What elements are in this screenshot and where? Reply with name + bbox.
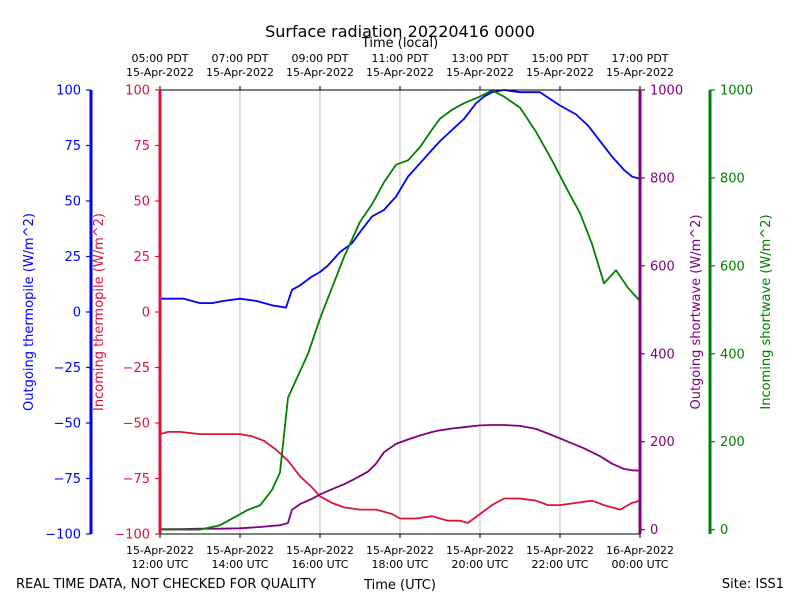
outgoing-thermopile-tick-label: −75 [54,472,81,487]
x-tick-label-top-date: 15-Apr-2022 [606,66,674,79]
x-tick-label-top-date: 15-Apr-2022 [366,66,434,79]
outgoing-shortwave-tick-label: 200 [650,435,675,450]
x-tick-label-bottom-time: 14:00 UTC [211,558,268,571]
outgoing-shortwave-tick-label: 400 [650,347,675,362]
outgoing-shortwave-tick-label: 0 [650,523,658,538]
x-tick-label-bottom-time: 18:00 UTC [371,558,428,571]
series-layer [159,89,641,531]
quality-disclaimer: REAL TIME DATA, NOT CHECKED FOR QUALITY [16,577,316,592]
series-line-outgoing-thermopile [160,89,641,309]
incoming-shortwave-tick-label: 600 [720,259,745,274]
grid-layer [239,90,561,534]
x-tick-label-top-date: 15-Apr-2022 [206,66,274,79]
x-tick-label-bottom-time: 22:00 UTC [531,558,588,571]
outgoing-shortwave-tick-label: 1000 [650,84,683,99]
incoming-shortwave-tick-label: 1000 [720,84,753,99]
outgoing-thermopile-tick-label: 100 [56,84,81,99]
incoming-shortwave-axis-label: Incoming shortwave (W/m^2) [759,214,774,409]
series-line-outgoing-shortwave [160,424,641,531]
incoming-shortwave-tick-label: 200 [720,435,745,450]
x-tick-label-bottom-date: 15-Apr-2022 [206,544,274,557]
series-line-incoming-shortwave [160,89,641,531]
outgoing-thermopile-tick-label: 75 [64,139,81,154]
x-tick-label-bottom-date: 15-Apr-2022 [446,544,514,557]
x-tick-label-bottom-time: 00:00 UTC [611,558,668,571]
incoming-thermopile-tick-label: −50 [123,417,150,432]
x-tick-label-bottom-date: 16-Apr-2022 [606,544,674,557]
x-tick-label-bottom-date: 15-Apr-2022 [286,544,354,557]
outgoing-thermopile-axis-label: Outgoing thermopile (W/m^2) [22,213,37,411]
incoming-thermopile-tick-label: 100 [125,84,150,99]
outgoing-thermopile-tick-label: −25 [54,361,81,376]
x-tick-label-top-date: 15-Apr-2022 [126,66,194,79]
outgoing-thermopile-tick-label: 50 [64,195,81,210]
outgoing-shortwave-tick-label: 600 [650,259,675,274]
incoming-thermopile-tick-label: 50 [133,195,150,210]
incoming-shortwave-tick-label: 0 [720,523,728,538]
incoming-shortwave-tick-label: 400 [720,347,745,362]
outgoing-thermopile-tick-label: −50 [54,417,81,432]
x-tick-label-top-time: 09:00 PDT [291,52,348,65]
outgoing-thermopile-tick-label: 0 [73,306,81,321]
site-label: Site: ISS1 [722,577,784,592]
incoming-thermopile-tick-label: −25 [123,361,150,376]
x-tick-label-top-date: 15-Apr-2022 [446,66,514,79]
x-tick-label-top-time: 11:00 PDT [371,52,428,65]
x-tick-label-top-time: 05:00 PDT [131,52,188,65]
incoming-thermopile-tick-label: −75 [123,472,150,487]
top-axis-label: Time (local) [361,36,438,51]
incoming-thermopile-tick-label: 75 [133,139,150,154]
x-tick-label-bottom-time: 12:00 UTC [131,558,188,571]
chart-title: Surface radiation 20220416 0000 [265,22,535,41]
x-tick-label-top-date: 15-Apr-2022 [286,66,354,79]
x-tick-label-top-time: 13:00 PDT [451,52,508,65]
incoming-thermopile-axis-label: Incoming thermopile (W/m^2) [92,213,107,411]
x-tick-label-bottom-date: 15-Apr-2022 [526,544,594,557]
outgoing-shortwave-axis-label: Outgoing shortwave (W/m^2) [689,214,704,409]
outgoing-shortwave-tick-label: 800 [650,171,675,186]
incoming-thermopile-tick-label: −100 [114,528,150,543]
x-tick-label-top-time: 15:00 PDT [531,52,588,65]
incoming-shortwave-tick-label: 800 [720,171,745,186]
series-line-incoming-thermopile [159,431,641,524]
x-tick-label-bottom-date: 15-Apr-2022 [366,544,434,557]
bottom-axis-label: Time (UTC) [363,578,436,593]
outgoing-thermopile-tick-label: 25 [64,250,81,265]
x-tick-label-bottom-time: 16:00 UTC [291,558,348,571]
x-tick-label-top-time: 17:00 PDT [611,52,668,65]
outgoing-thermopile-tick-label: −100 [45,528,81,543]
x-tick-label-bottom-time: 20:00 UTC [451,558,508,571]
x-tick-label-top-time: 07:00 PDT [211,52,268,65]
x-tick-label-bottom-date: 15-Apr-2022 [126,544,194,557]
x-tick-label-top-date: 15-Apr-2022 [526,66,594,79]
incoming-thermopile-tick-label: 25 [133,250,150,265]
incoming-thermopile-tick-label: 0 [142,306,150,321]
